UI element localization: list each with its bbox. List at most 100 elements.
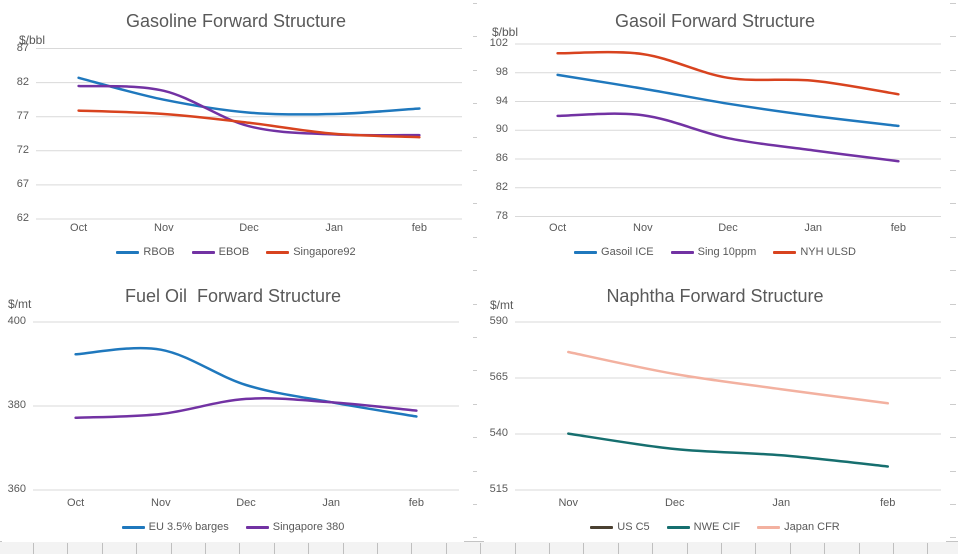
chart-legend: Gasoil ICE Sing 10ppm NYH ULSD bbox=[484, 246, 946, 258]
legend-line-swatch bbox=[757, 525, 781, 529]
x-category-label: Nov bbox=[154, 222, 174, 234]
y-tick-label: 72 bbox=[16, 143, 29, 156]
row-gridline-dash bbox=[950, 270, 956, 272]
column-gridline-dash bbox=[473, 270, 477, 272]
x-category-label: Dec bbox=[664, 497, 685, 509]
x-category-label: Jan bbox=[322, 497, 341, 509]
row-gridline-dash bbox=[950, 537, 956, 539]
legend-item: Japan CFR bbox=[757, 521, 840, 533]
column-gridline-tick bbox=[101, 543, 103, 554]
chart-legend: RBOB EBOB Singapore92 bbox=[5, 246, 467, 258]
row-gridline-dash bbox=[950, 69, 956, 71]
legend-label: Sing 10ppm bbox=[697, 246, 757, 258]
row-gridline-dash bbox=[950, 504, 956, 505]
legend-item: EBOB bbox=[191, 246, 249, 258]
x-category-label: Jan bbox=[804, 222, 823, 234]
y-axis-unit-label: $/mt bbox=[8, 297, 32, 311]
column-gridline-dash bbox=[473, 337, 477, 338]
y-tick-label: 94 bbox=[495, 94, 508, 107]
y-tick-label: 67 bbox=[16, 177, 29, 190]
row-gridline-dash bbox=[950, 470, 956, 472]
legend-label: NWE CIF bbox=[693, 521, 741, 533]
series-line bbox=[567, 350, 890, 405]
series-line bbox=[77, 76, 421, 116]
y-tick-label: 400 bbox=[7, 315, 26, 327]
legend-item: NYH ULSD bbox=[773, 246, 856, 258]
column-gridline-tick bbox=[136, 543, 138, 554]
x-category-label: Jan bbox=[325, 222, 344, 234]
legend-item: Gasoil ICE bbox=[574, 246, 654, 258]
series-line bbox=[556, 50, 900, 96]
chart-title: Gasoil Forward Structure bbox=[614, 11, 816, 31]
row-gridline-dash bbox=[950, 403, 956, 405]
legend-label: EU 3.5% barges bbox=[148, 521, 229, 533]
row-gridline-dash bbox=[950, 170, 956, 171]
naphtha-chart: Naphtha Forward Structure $/mt 590 565 540… bbox=[484, 278, 946, 542]
legend-item: Sing 10ppm bbox=[670, 246, 757, 258]
row-gridline-dash bbox=[950, 236, 956, 238]
chart-title: Naphtha Forward Structure bbox=[606, 286, 824, 306]
column-gridline-tick bbox=[755, 543, 757, 554]
legend-line-swatch bbox=[670, 250, 694, 254]
y-tick-label: 590 bbox=[489, 315, 508, 327]
x-category-label: feb bbox=[408, 497, 425, 509]
y-tick-label: 87 bbox=[16, 41, 29, 54]
legend-label: Japan CFR bbox=[784, 521, 840, 533]
row-gridline-dash bbox=[950, 36, 956, 38]
column-gridline-tick bbox=[239, 543, 241, 554]
legend-line-swatch bbox=[191, 250, 215, 254]
column-gridline-tick bbox=[170, 543, 172, 554]
column-gridline-tick bbox=[377, 543, 378, 554]
column-gridline-dash bbox=[473, 3, 477, 4]
column-gridline-dash bbox=[473, 170, 477, 171]
chart-title: Gasoline Forward Structure bbox=[125, 11, 347, 31]
y-tick-label: 90 bbox=[495, 123, 508, 136]
column-gridline-tick bbox=[549, 543, 550, 554]
legend-item: US C5 bbox=[590, 521, 650, 533]
legend-item: Singapore92 bbox=[266, 246, 356, 258]
legend-label: US C5 bbox=[617, 521, 650, 533]
plot-area bbox=[33, 321, 459, 491]
column-gridline-tick bbox=[480, 543, 482, 554]
x-category-label: Dec bbox=[718, 222, 738, 234]
column-gridline-tick bbox=[858, 543, 860, 554]
legend-item: Singapore 380 bbox=[245, 521, 344, 533]
y-axis-unit-label: $/bbl bbox=[492, 25, 519, 39]
y-tick-label: 82 bbox=[16, 75, 29, 88]
series-line bbox=[567, 432, 890, 468]
legend-item: EU 3.5% barges bbox=[121, 521, 229, 533]
column-gridline-tick bbox=[205, 543, 206, 554]
x-category-label: Oct bbox=[549, 222, 567, 234]
column-gridline-tick bbox=[445, 543, 447, 554]
x-category-label: feb bbox=[411, 222, 428, 234]
plot-area bbox=[36, 48, 462, 220]
column-gridline-dash bbox=[473, 403, 477, 405]
legend-line-swatch bbox=[666, 525, 690, 529]
legend-label: NYH ULSD bbox=[800, 246, 856, 258]
column-gridline-tick bbox=[652, 543, 654, 554]
y-tick-label: 380 bbox=[7, 399, 26, 411]
x-category-label: Dec bbox=[239, 222, 259, 234]
column-gridline-tick bbox=[342, 543, 344, 554]
column-gridline-dash bbox=[473, 103, 477, 105]
series-line bbox=[74, 346, 418, 418]
column-gridline-tick bbox=[721, 543, 722, 554]
column-gridline-dash bbox=[473, 470, 477, 472]
y-axis-unit-label: $/bbl bbox=[19, 33, 46, 47]
x-category-label: feb bbox=[880, 497, 896, 509]
series-line bbox=[556, 73, 900, 128]
legend-line-swatch bbox=[590, 525, 614, 529]
gasoline-chart: Gasoline Forward Structure $/bbl 87 82 77 7… bbox=[5, 3, 467, 267]
column-gridline-dash bbox=[473, 437, 477, 439]
x-category-label: Oct bbox=[70, 222, 88, 234]
x-category-label: Nov bbox=[633, 222, 653, 234]
column-gridline-dash bbox=[473, 504, 477, 505]
x-category-label: feb bbox=[890, 222, 907, 234]
x-category-label: Jan bbox=[772, 497, 791, 509]
column-gridline-tick bbox=[33, 543, 34, 554]
plot-area bbox=[515, 321, 941, 491]
y-axis-unit-label: $/mt bbox=[490, 298, 514, 312]
legend-line-swatch bbox=[245, 525, 269, 529]
row-gridline-dash bbox=[950, 303, 956, 305]
